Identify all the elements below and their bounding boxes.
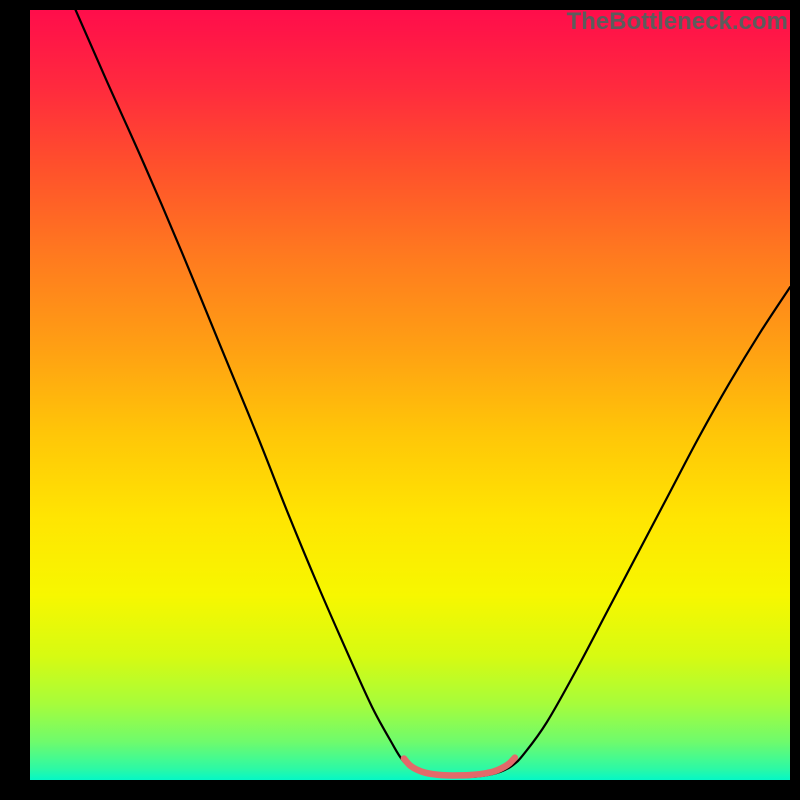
gradient-background	[30, 10, 790, 780]
chart-container: TheBottleneck.com	[0, 0, 800, 800]
plot-area	[30, 10, 790, 780]
watermark-text: TheBottleneck.com	[567, 8, 788, 36]
chart-svg	[30, 10, 790, 780]
